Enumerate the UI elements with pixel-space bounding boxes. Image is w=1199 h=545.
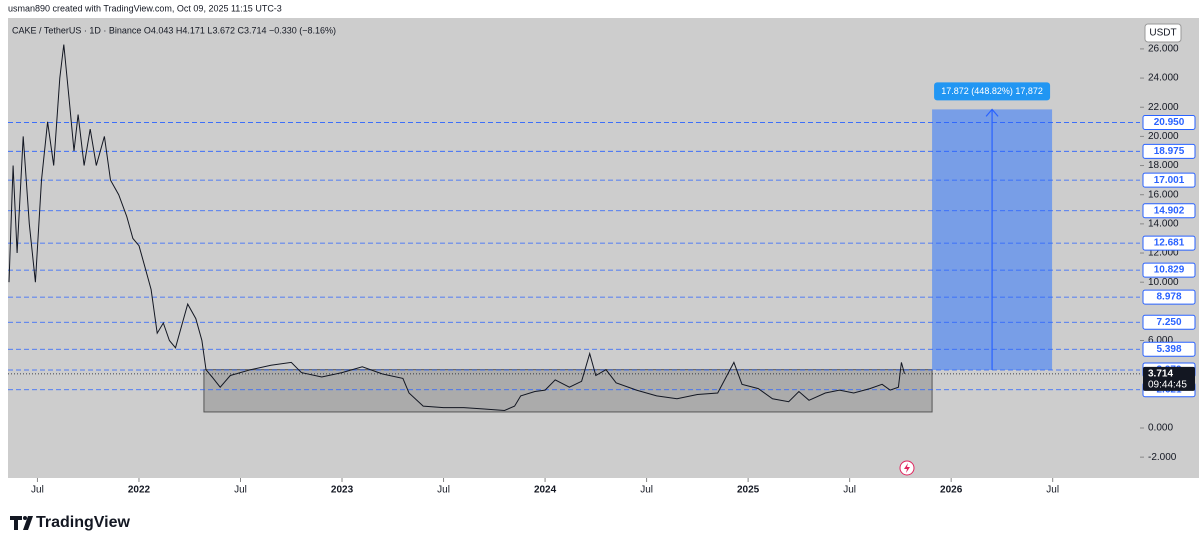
price-line xyxy=(8,44,905,412)
countdown: 09:44:45 xyxy=(1148,379,1187,390)
position-arrowhead xyxy=(985,108,999,117)
header: usman890 created with TradingView.com, O… xyxy=(8,3,282,13)
x-tick-label: Jul xyxy=(234,485,247,496)
y-tick-label: 24.000 xyxy=(1148,73,1179,84)
x-tick-label: Jul xyxy=(31,485,44,496)
level-label: 10.829 xyxy=(1154,265,1185,276)
level-label-box xyxy=(1142,172,1196,188)
x-tick-label: 2024 xyxy=(534,485,557,496)
x-tick-label: 2025 xyxy=(737,485,760,496)
x-tick-label: Jul xyxy=(640,485,653,496)
level-label-box xyxy=(1142,203,1196,219)
brand-name: TradingView xyxy=(36,514,131,531)
event-bolt xyxy=(904,463,910,473)
y-tick-label: 22.000 xyxy=(1148,102,1179,113)
last-price-box xyxy=(1143,366,1195,391)
x-tick-label: 2023 xyxy=(331,485,354,496)
y-tick-label: 18.000 xyxy=(1148,160,1179,171)
y-tick-label: 20.000 xyxy=(1148,131,1179,142)
y-tick-label: -2.000 xyxy=(1148,452,1177,463)
level-label-box xyxy=(1142,314,1196,330)
y-tick-label: 6.000 xyxy=(1148,335,1173,346)
y-tick-label: 12.000 xyxy=(1148,248,1179,259)
x-tick-label: Jul xyxy=(843,485,856,496)
range-box xyxy=(203,369,933,413)
y-tick-label: 26.000 xyxy=(1148,44,1179,55)
symbol-legend: CAKE / TetherUS · 1D · Binance O4.043 H4… xyxy=(12,25,336,35)
level-label: 18.975 xyxy=(1154,146,1185,157)
x-tick-label: Jul xyxy=(437,485,450,496)
position-label-box xyxy=(934,82,1051,101)
position-label: 17.872 (448.82%) 17,872 xyxy=(941,86,1043,96)
level-label: 5.398 xyxy=(1156,344,1181,355)
level-label-box xyxy=(1142,262,1196,278)
level-label: 17.001 xyxy=(1154,175,1185,186)
x-tick-label: Jul xyxy=(1046,485,1059,496)
level-label-box xyxy=(1142,341,1196,357)
level-label-box xyxy=(1142,289,1196,305)
level-label-box xyxy=(1142,143,1196,159)
level-label-box xyxy=(1142,115,1196,131)
currency-label: USDT xyxy=(1149,28,1176,39)
level-label: 20.950 xyxy=(1154,117,1185,128)
x-tick-label: 2022 xyxy=(128,485,151,496)
y-tick-label: 0.000 xyxy=(1148,423,1173,434)
level-label: 8.978 xyxy=(1156,292,1181,303)
level-label: 12.681 xyxy=(1154,238,1185,249)
level-label: 7.250 xyxy=(1156,317,1181,328)
level-label: 14.902 xyxy=(1154,205,1185,216)
y-tick-label: 14.000 xyxy=(1148,219,1179,230)
y-tick-label: 10.000 xyxy=(1148,277,1179,288)
last-price-label: 3.714 xyxy=(1148,368,1173,379)
currency-button[interactable] xyxy=(1144,23,1182,43)
brand-logo xyxy=(10,516,33,530)
x-tick-label: 2026 xyxy=(940,485,963,496)
level-label-box xyxy=(1142,235,1196,251)
y-tick-label: 16.000 xyxy=(1148,189,1179,200)
